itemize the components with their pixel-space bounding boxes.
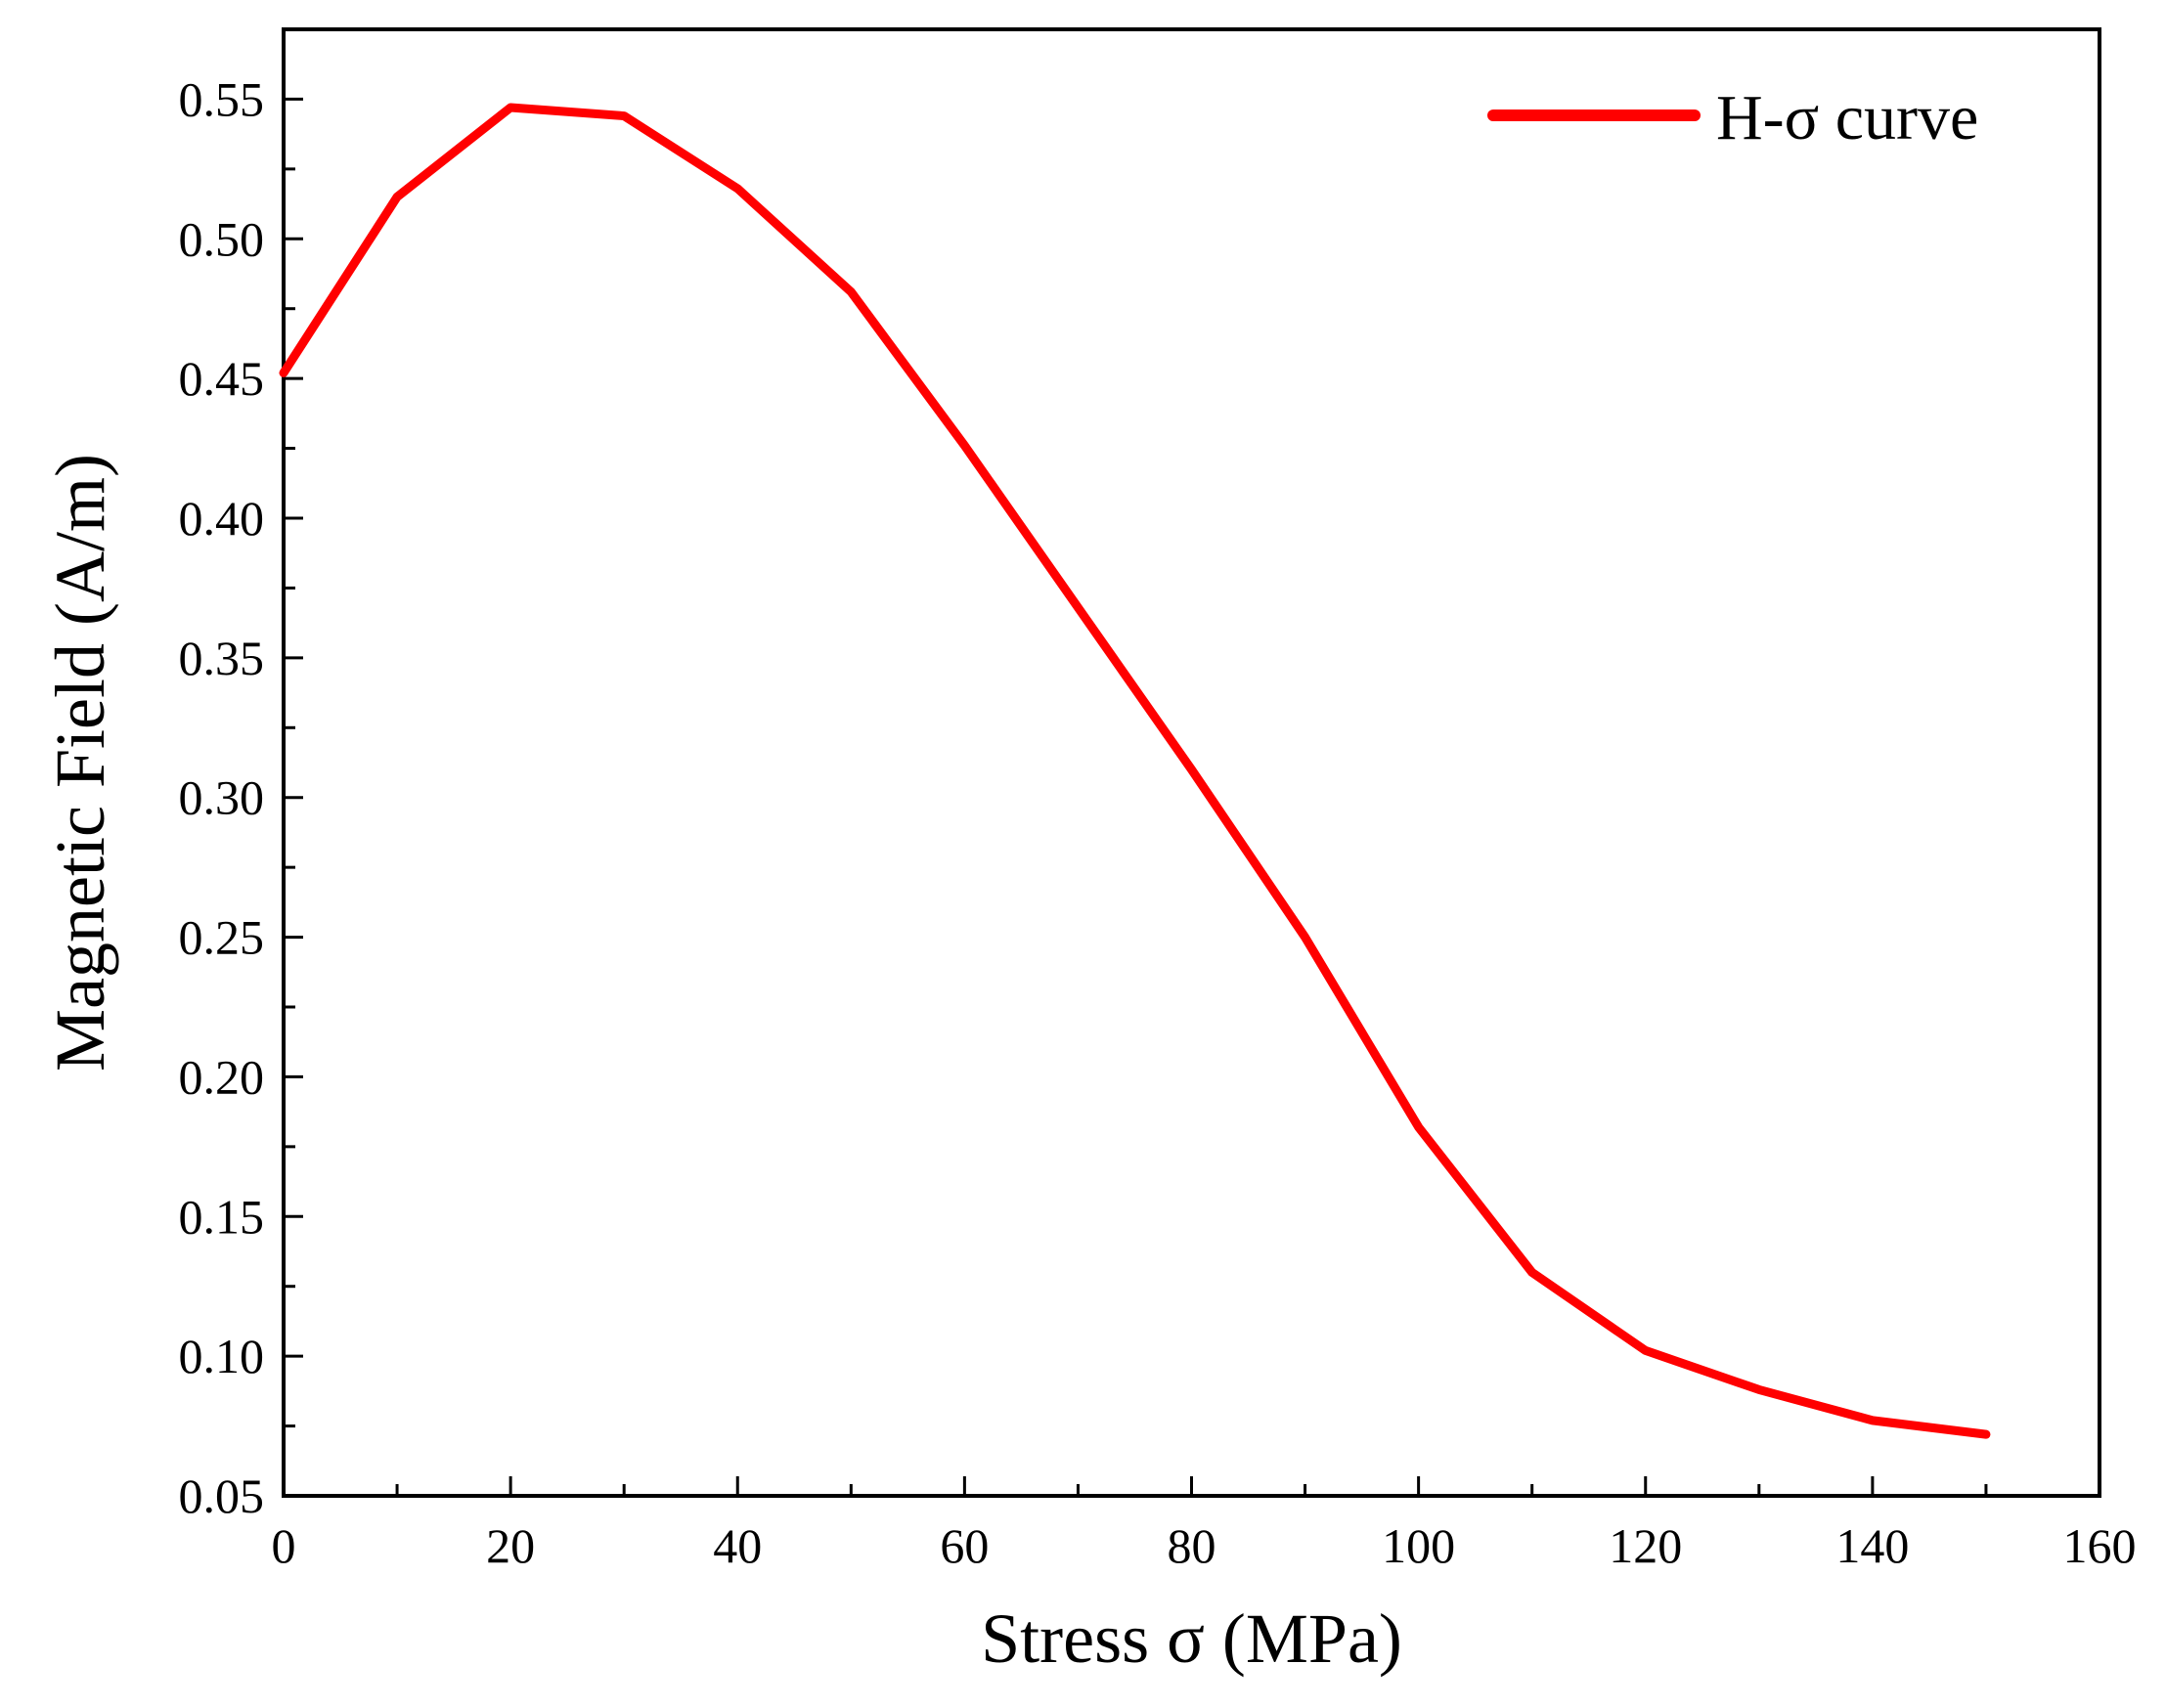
- series-line: [279, 103, 1991, 1439]
- y-tick-label: 0.55: [179, 71, 265, 126]
- x-tick-label: 60: [940, 1518, 989, 1573]
- x-axis-title: Stress σ (MPa): [981, 1599, 1402, 1678]
- y-tick-label: 0.20: [179, 1049, 265, 1104]
- x-tick-label: 80: [1168, 1518, 1216, 1573]
- y-tick-label: 0.25: [179, 910, 265, 965]
- y-tick-label: 0.05: [179, 1468, 265, 1523]
- y-axis: 0.05 0.10 0.15 0.20 0.25 0.30 0.35 0.40 0.45 0.50…: [179, 71, 303, 1523]
- legend: H-σ curve: [1487, 82, 1978, 153]
- x-tick-label: 160: [2063, 1518, 2137, 1573]
- y-tick-label: 0.45: [179, 351, 265, 406]
- x-tick-label: 120: [1609, 1518, 1682, 1573]
- x-tick-label: 40: [713, 1518, 762, 1573]
- legend-label: H-σ curve: [1716, 82, 1978, 153]
- x-tick-label: 20: [486, 1518, 535, 1573]
- y-tick-label: 0.30: [179, 770, 265, 825]
- x-axis: 0 20 40 60 80 100 120 140 160: [272, 1476, 2137, 1573]
- y-tick-label: 0.15: [179, 1189, 265, 1244]
- y-tick-label: 0.50: [179, 211, 265, 266]
- x-tick-label: 100: [1382, 1518, 1455, 1573]
- y-tick-label: 0.10: [179, 1329, 265, 1383]
- y-tick-label: 0.35: [179, 631, 265, 685]
- series-layer: [279, 103, 1991, 1439]
- x-tick-label: 140: [1835, 1518, 1909, 1573]
- y-tick-label: 0.40: [179, 491, 265, 546]
- y-axis-title: Magnetic Field (A/m): [41, 454, 119, 1072]
- x-tick-label: 0: [272, 1518, 296, 1573]
